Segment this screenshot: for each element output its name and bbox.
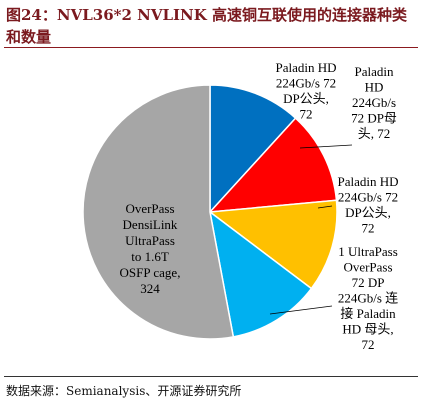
pie-slice-5 bbox=[82, 84, 235, 340]
slice-label-line: 224Gb/s 72 bbox=[338, 190, 398, 205]
slice-label-4: 1 UltraPass OverPass 72 DP 224Gb/s 连接 Palad… bbox=[338, 244, 398, 352]
slice-label-line: 1 UltraPass bbox=[338, 244, 398, 259]
slice-label-line: DP公头, bbox=[283, 91, 329, 106]
slice-label-1: Paladin HD 224Gb/s 72 DP公头, 72 bbox=[275, 60, 336, 122]
pie-slice-2 bbox=[208, 117, 338, 213]
slice-label-line: 头, 72 bbox=[358, 126, 391, 141]
slice-label-line: 72 bbox=[362, 221, 375, 236]
slice-label-line: 接 Paladin bbox=[340, 306, 396, 321]
figure-title: 图24：NVL36*2 NVLINK 高速铜互联使用的连接器种类和数量 bbox=[6, 6, 408, 46]
leader-line-2 bbox=[299, 144, 353, 149]
source-divider bbox=[4, 376, 418, 377]
slice-label-line: 72 bbox=[362, 337, 375, 352]
slice-label-line: OverPass bbox=[125, 201, 174, 216]
slice-label-line: 224Gb/s 72 bbox=[276, 76, 336, 91]
slice-label-2: Paladin HD 224Gb/s 72 DP母头, 72 bbox=[351, 64, 397, 141]
slice-label-line: Paladin bbox=[355, 64, 394, 79]
pie-slice-3 bbox=[208, 199, 338, 290]
slice-label-line: 72 DP bbox=[352, 275, 385, 290]
leader-line-4 bbox=[269, 305, 333, 315]
title-divider bbox=[4, 47, 418, 48]
slice-label-line: 72 DP母 bbox=[351, 111, 397, 126]
slice-label-line: OSFP cage, bbox=[120, 265, 181, 280]
pie-slice-1 bbox=[209, 84, 297, 214]
slice-label-5: OverPass DensiLink UltraPass to 1.6T OSFP ca… bbox=[120, 201, 181, 296]
slice-label-line: OverPass bbox=[343, 260, 392, 275]
slice-label-line: 72 bbox=[300, 107, 313, 122]
slice-label-line: 324 bbox=[140, 281, 160, 296]
slice-label-line: DP公头, bbox=[345, 205, 391, 220]
figure-source: 数据来源：Semianalysis、开源证券研究所 bbox=[6, 384, 242, 398]
slice-label-line: HD bbox=[365, 80, 384, 95]
pie-slice-4 bbox=[208, 210, 313, 338]
slice-label-line: 224Gb/s bbox=[352, 95, 396, 110]
slice-label-line: Paladin HD bbox=[337, 174, 398, 189]
slice-label-line: HD 母头, bbox=[342, 322, 393, 337]
leader-line-3 bbox=[317, 205, 333, 209]
slice-label-line: 224Gb/s 连 bbox=[338, 291, 398, 306]
slice-label-line: DensiLink bbox=[123, 217, 178, 232]
slice-label-line: Paladin HD bbox=[275, 60, 336, 75]
slice-label-line: to 1.6T bbox=[131, 249, 169, 264]
slice-label-3: Paladin HD 224Gb/s 72 DP公头, 72 bbox=[337, 174, 398, 236]
slice-label-line: UltraPass bbox=[125, 233, 175, 248]
